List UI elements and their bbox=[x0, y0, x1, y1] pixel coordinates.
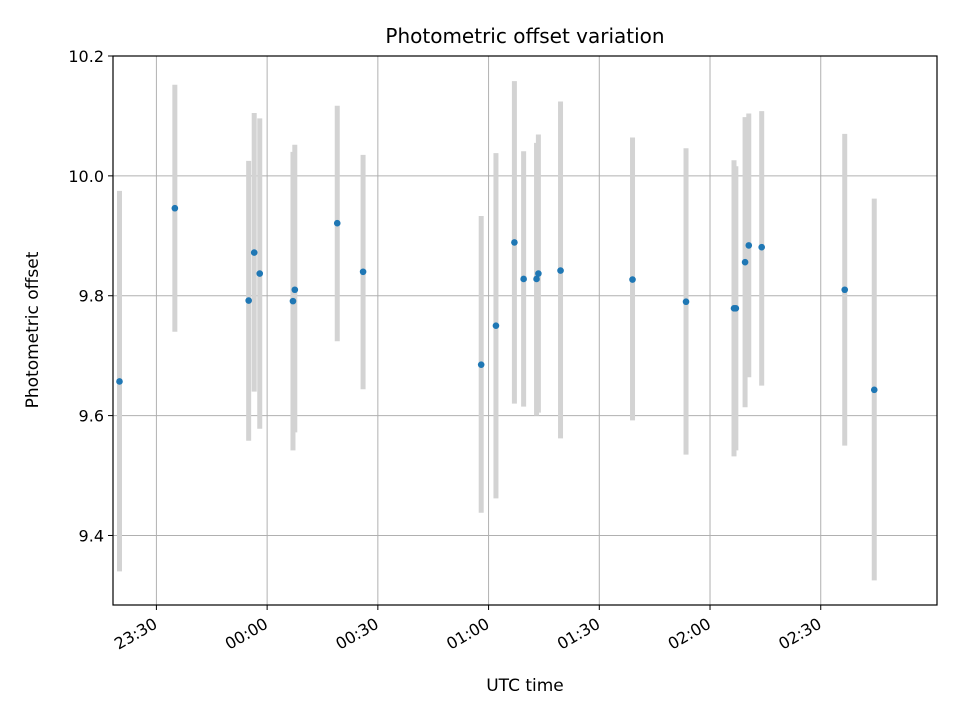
y-tick-label: 10.2 bbox=[68, 47, 104, 66]
data-point bbox=[682, 298, 690, 306]
data-point bbox=[116, 378, 123, 385]
data-point bbox=[520, 275, 527, 283]
data-point bbox=[511, 239, 518, 246]
data-point bbox=[535, 270, 542, 277]
chart-title: Photometric offset variation bbox=[385, 24, 664, 48]
data-point bbox=[533, 275, 540, 283]
y-tick-label: 10.0 bbox=[68, 167, 104, 186]
data-point bbox=[245, 297, 252, 304]
data-points bbox=[116, 204, 878, 394]
data-point bbox=[359, 268, 367, 276]
data-point bbox=[250, 249, 258, 256]
y-tick-label: 9.6 bbox=[79, 407, 104, 426]
data-point bbox=[256, 270, 264, 277]
x-axis-label: UTC time bbox=[486, 676, 564, 696]
data-point bbox=[171, 204, 179, 212]
y-tick-label: 9.4 bbox=[79, 526, 104, 545]
data-point bbox=[557, 267, 564, 274]
data-point bbox=[291, 286, 299, 294]
data-point bbox=[333, 219, 341, 227]
data-point bbox=[629, 276, 636, 283]
data-point bbox=[841, 286, 849, 294]
y-tick-label: 9.8 bbox=[79, 287, 104, 306]
data-point bbox=[289, 297, 297, 305]
data-point bbox=[492, 322, 500, 330]
plot-frame bbox=[112, 55, 938, 606]
data-point bbox=[758, 243, 765, 251]
data-point bbox=[732, 305, 740, 312]
data-point bbox=[741, 258, 749, 266]
y-axis-label: Photometric offset bbox=[23, 251, 43, 408]
y-axis-ticks: 9.4 9.6 9.8 10.0 10.2 bbox=[68, 47, 113, 545]
data-point bbox=[745, 242, 753, 249]
data-point bbox=[870, 386, 878, 394]
data-point bbox=[477, 361, 485, 368]
